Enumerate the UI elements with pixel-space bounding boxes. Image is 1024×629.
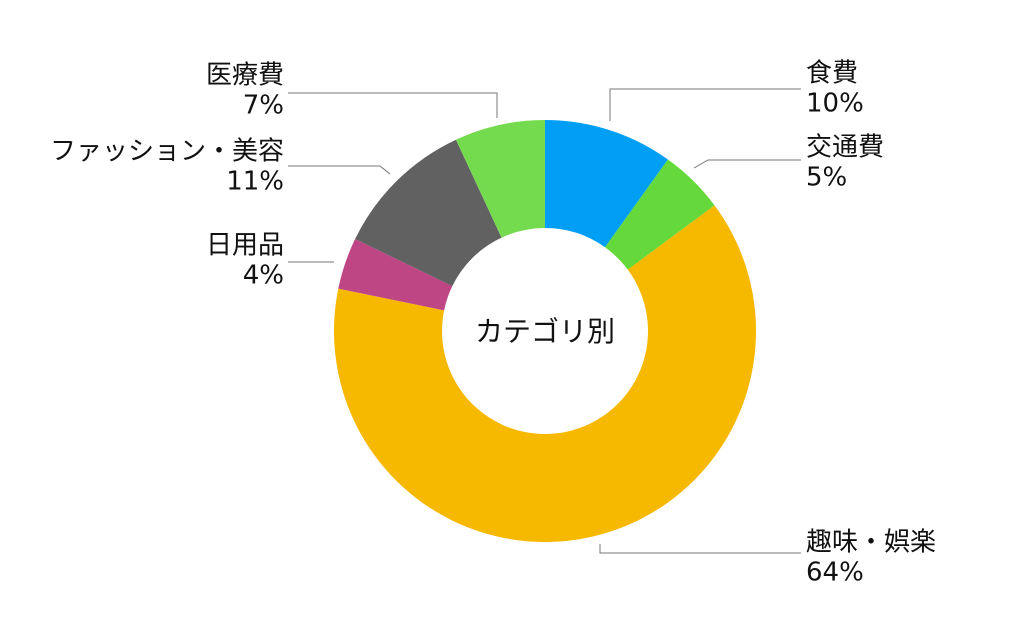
center-label: カテゴリ別	[475, 315, 615, 348]
slice-label-1: 交通費	[806, 133, 884, 163]
slice-value-4: 11%	[226, 167, 284, 197]
slice-label-2: 趣味・娯楽	[806, 528, 936, 558]
leader-line-4	[288, 165, 391, 175]
slice-value-5: 7%	[243, 91, 284, 121]
slice-value-0: 10%	[806, 89, 864, 119]
slice-3	[338, 239, 453, 311]
slice-4	[355, 139, 502, 287]
slice-value-1: 5%	[806, 163, 847, 193]
slice-label-3: 日用品	[206, 231, 284, 261]
slice-label-0: 食費	[806, 59, 858, 89]
slice-value-2: 64%	[806, 558, 864, 588]
slice-1	[605, 159, 715, 270]
slice-2	[334, 205, 756, 542]
slices-layer	[334, 120, 756, 542]
slice-label-5: 医療費	[206, 61, 284, 91]
leader-line-0	[609, 88, 801, 121]
leader-lines	[288, 88, 801, 554]
slice-0	[545, 120, 668, 248]
slice-5	[455, 120, 545, 238]
slice-value-3: 4%	[243, 261, 284, 291]
leader-line-2	[599, 544, 801, 554]
slice-label-4: ファッション・美容	[50, 137, 284, 167]
leader-line-5	[288, 92, 498, 118]
leader-line-1	[693, 159, 801, 169]
